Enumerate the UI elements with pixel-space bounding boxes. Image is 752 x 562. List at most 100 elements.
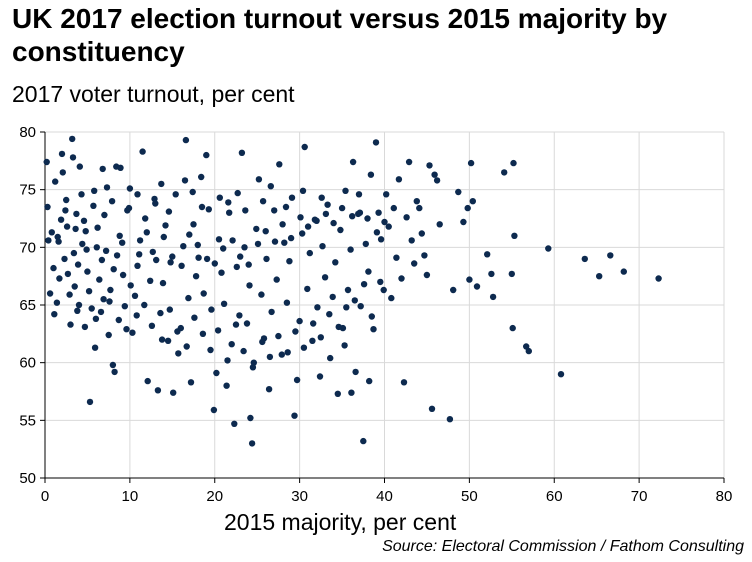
data-point: [164, 337, 172, 344]
data-point: [620, 268, 627, 275]
data-point: [160, 233, 167, 241]
data-point: [607, 252, 614, 259]
data-point: [148, 322, 156, 329]
data-point: [428, 405, 436, 412]
data-point: [61, 255, 68, 263]
data-point: [223, 382, 230, 389]
data-point: [192, 273, 200, 280]
data-point: [381, 218, 388, 226]
data-point: [170, 389, 177, 396]
data-point: [259, 338, 266, 346]
data-point: [198, 173, 205, 181]
data-point: [75, 301, 83, 309]
data-point: [194, 241, 201, 249]
data-point: [375, 209, 382, 216]
data-point: [367, 171, 375, 178]
data-point: [310, 320, 317, 327]
data-point: [116, 232, 123, 239]
data-point: [210, 406, 218, 414]
data-point: [581, 255, 588, 263]
data-point: [88, 305, 95, 312]
data-point: [162, 222, 169, 229]
data-point: [205, 206, 212, 213]
data-point: [172, 191, 179, 198]
data-point: [80, 217, 88, 224]
data-point: [207, 346, 214, 354]
x-tick-label: 40: [376, 488, 393, 505]
data-point: [126, 185, 134, 192]
data-point: [62, 196, 70, 204]
data-point: [318, 194, 325, 201]
data-point: [199, 330, 207, 337]
data-point: [240, 347, 247, 355]
data-point: [44, 203, 51, 211]
data-point: [154, 387, 162, 394]
data-point: [220, 300, 228, 307]
data-point: [238, 149, 246, 156]
data-point: [105, 331, 112, 339]
data-point: [426, 162, 433, 169]
data-point: [242, 207, 249, 214]
data-point: [203, 255, 211, 263]
data-point: [299, 230, 306, 237]
data-point: [258, 291, 265, 298]
data-point: [182, 136, 190, 144]
data-point: [321, 274, 329, 281]
data-point: [69, 135, 76, 143]
data-point: [418, 230, 425, 237]
data-point: [393, 254, 400, 261]
data-point: [342, 187, 349, 194]
data-point: [332, 259, 339, 266]
data-point: [525, 347, 532, 355]
x-tick-label: 80: [716, 488, 733, 505]
data-point: [349, 213, 356, 220]
data-point: [241, 244, 248, 251]
y-tick-label: 70: [19, 239, 36, 256]
data-point: [213, 369, 220, 377]
data-point: [216, 194, 223, 201]
data-point: [431, 171, 438, 178]
data-point: [99, 165, 106, 173]
data-point: [508, 270, 515, 278]
data-point: [655, 275, 662, 282]
data-point: [159, 279, 167, 287]
data-point: [338, 204, 346, 212]
data-point: [97, 308, 105, 316]
data-point: [370, 326, 377, 333]
data-point: [357, 303, 364, 310]
data-point: [304, 285, 311, 293]
data-point: [149, 248, 156, 256]
data-point: [74, 261, 82, 268]
data-point: [596, 273, 603, 280]
data-point: [509, 324, 516, 332]
data-point: [167, 259, 174, 266]
data-point: [255, 176, 263, 183]
data-point: [334, 390, 341, 397]
data-point: [276, 161, 283, 168]
data-point: [51, 311, 58, 318]
data-point: [484, 251, 491, 258]
data-point: [266, 353, 274, 361]
data-point: [215, 236, 223, 243]
data-point: [501, 169, 508, 176]
data-point: [119, 271, 127, 279]
data-point: [123, 326, 130, 333]
data-point: [195, 254, 202, 261]
data-point: [275, 332, 282, 340]
data-point: [469, 198, 476, 205]
x-tick-label: 0: [41, 488, 49, 505]
data-point: [185, 294, 192, 302]
data-point: [283, 299, 291, 306]
x-tick-label: 50: [461, 488, 478, 505]
data-point: [330, 219, 337, 227]
data-point: [151, 195, 158, 203]
data-point: [337, 226, 344, 234]
data-point: [46, 290, 54, 297]
data-points: [43, 135, 662, 447]
data-point: [267, 183, 274, 190]
data-point: [71, 283, 78, 290]
data-point: [220, 245, 227, 252]
data-point: [100, 296, 107, 303]
data-point: [263, 255, 270, 263]
data-point: [316, 373, 324, 380]
